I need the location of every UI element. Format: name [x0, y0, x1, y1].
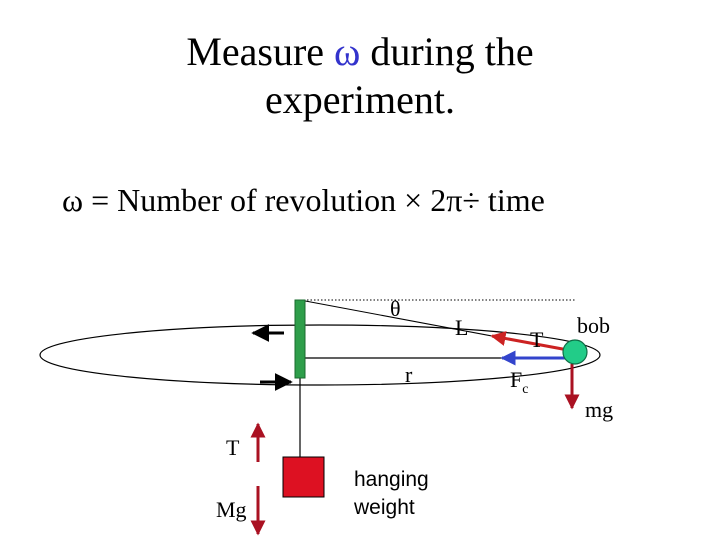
- fc-subscript: c: [522, 382, 529, 397]
- hanging-weight-label-line-2: weight: [354, 496, 415, 519]
- title-text-start: Measure: [186, 29, 335, 74]
- omega-formula: ω = Number of revolution × 2π÷ time: [62, 182, 545, 218]
- centripetal-force-label: Fc: [510, 367, 529, 398]
- tension-T-label: T: [530, 327, 544, 352]
- left-Mg-label: Mg: [216, 497, 247, 522]
- vertical-tube: [294, 299, 306, 379]
- title-omega-symbol: ω: [334, 29, 361, 74]
- orbit-ellipse: [39, 324, 601, 386]
- page-title: Measure ω during the experiment.: [0, 28, 720, 124]
- mg-label: mg: [585, 397, 614, 422]
- hanging-weight-label-line-1: hanging: [354, 468, 429, 491]
- bob: [562, 339, 588, 365]
- radius-r-label: r: [405, 362, 413, 387]
- title-text-end: during the: [360, 29, 534, 74]
- bob-label: bob: [577, 313, 610, 338]
- title-line-2: experiment.: [265, 77, 455, 122]
- length-L-label: L: [455, 315, 469, 340]
- theta-label: θ: [390, 296, 401, 321]
- hanging-weight-block: [282, 456, 325, 498]
- tension-arrow: [490, 331, 569, 352]
- fc-main-text: F: [510, 367, 523, 392]
- title-line-1: Measure ω during the: [0, 28, 720, 76]
- left-T-label: T: [226, 435, 240, 460]
